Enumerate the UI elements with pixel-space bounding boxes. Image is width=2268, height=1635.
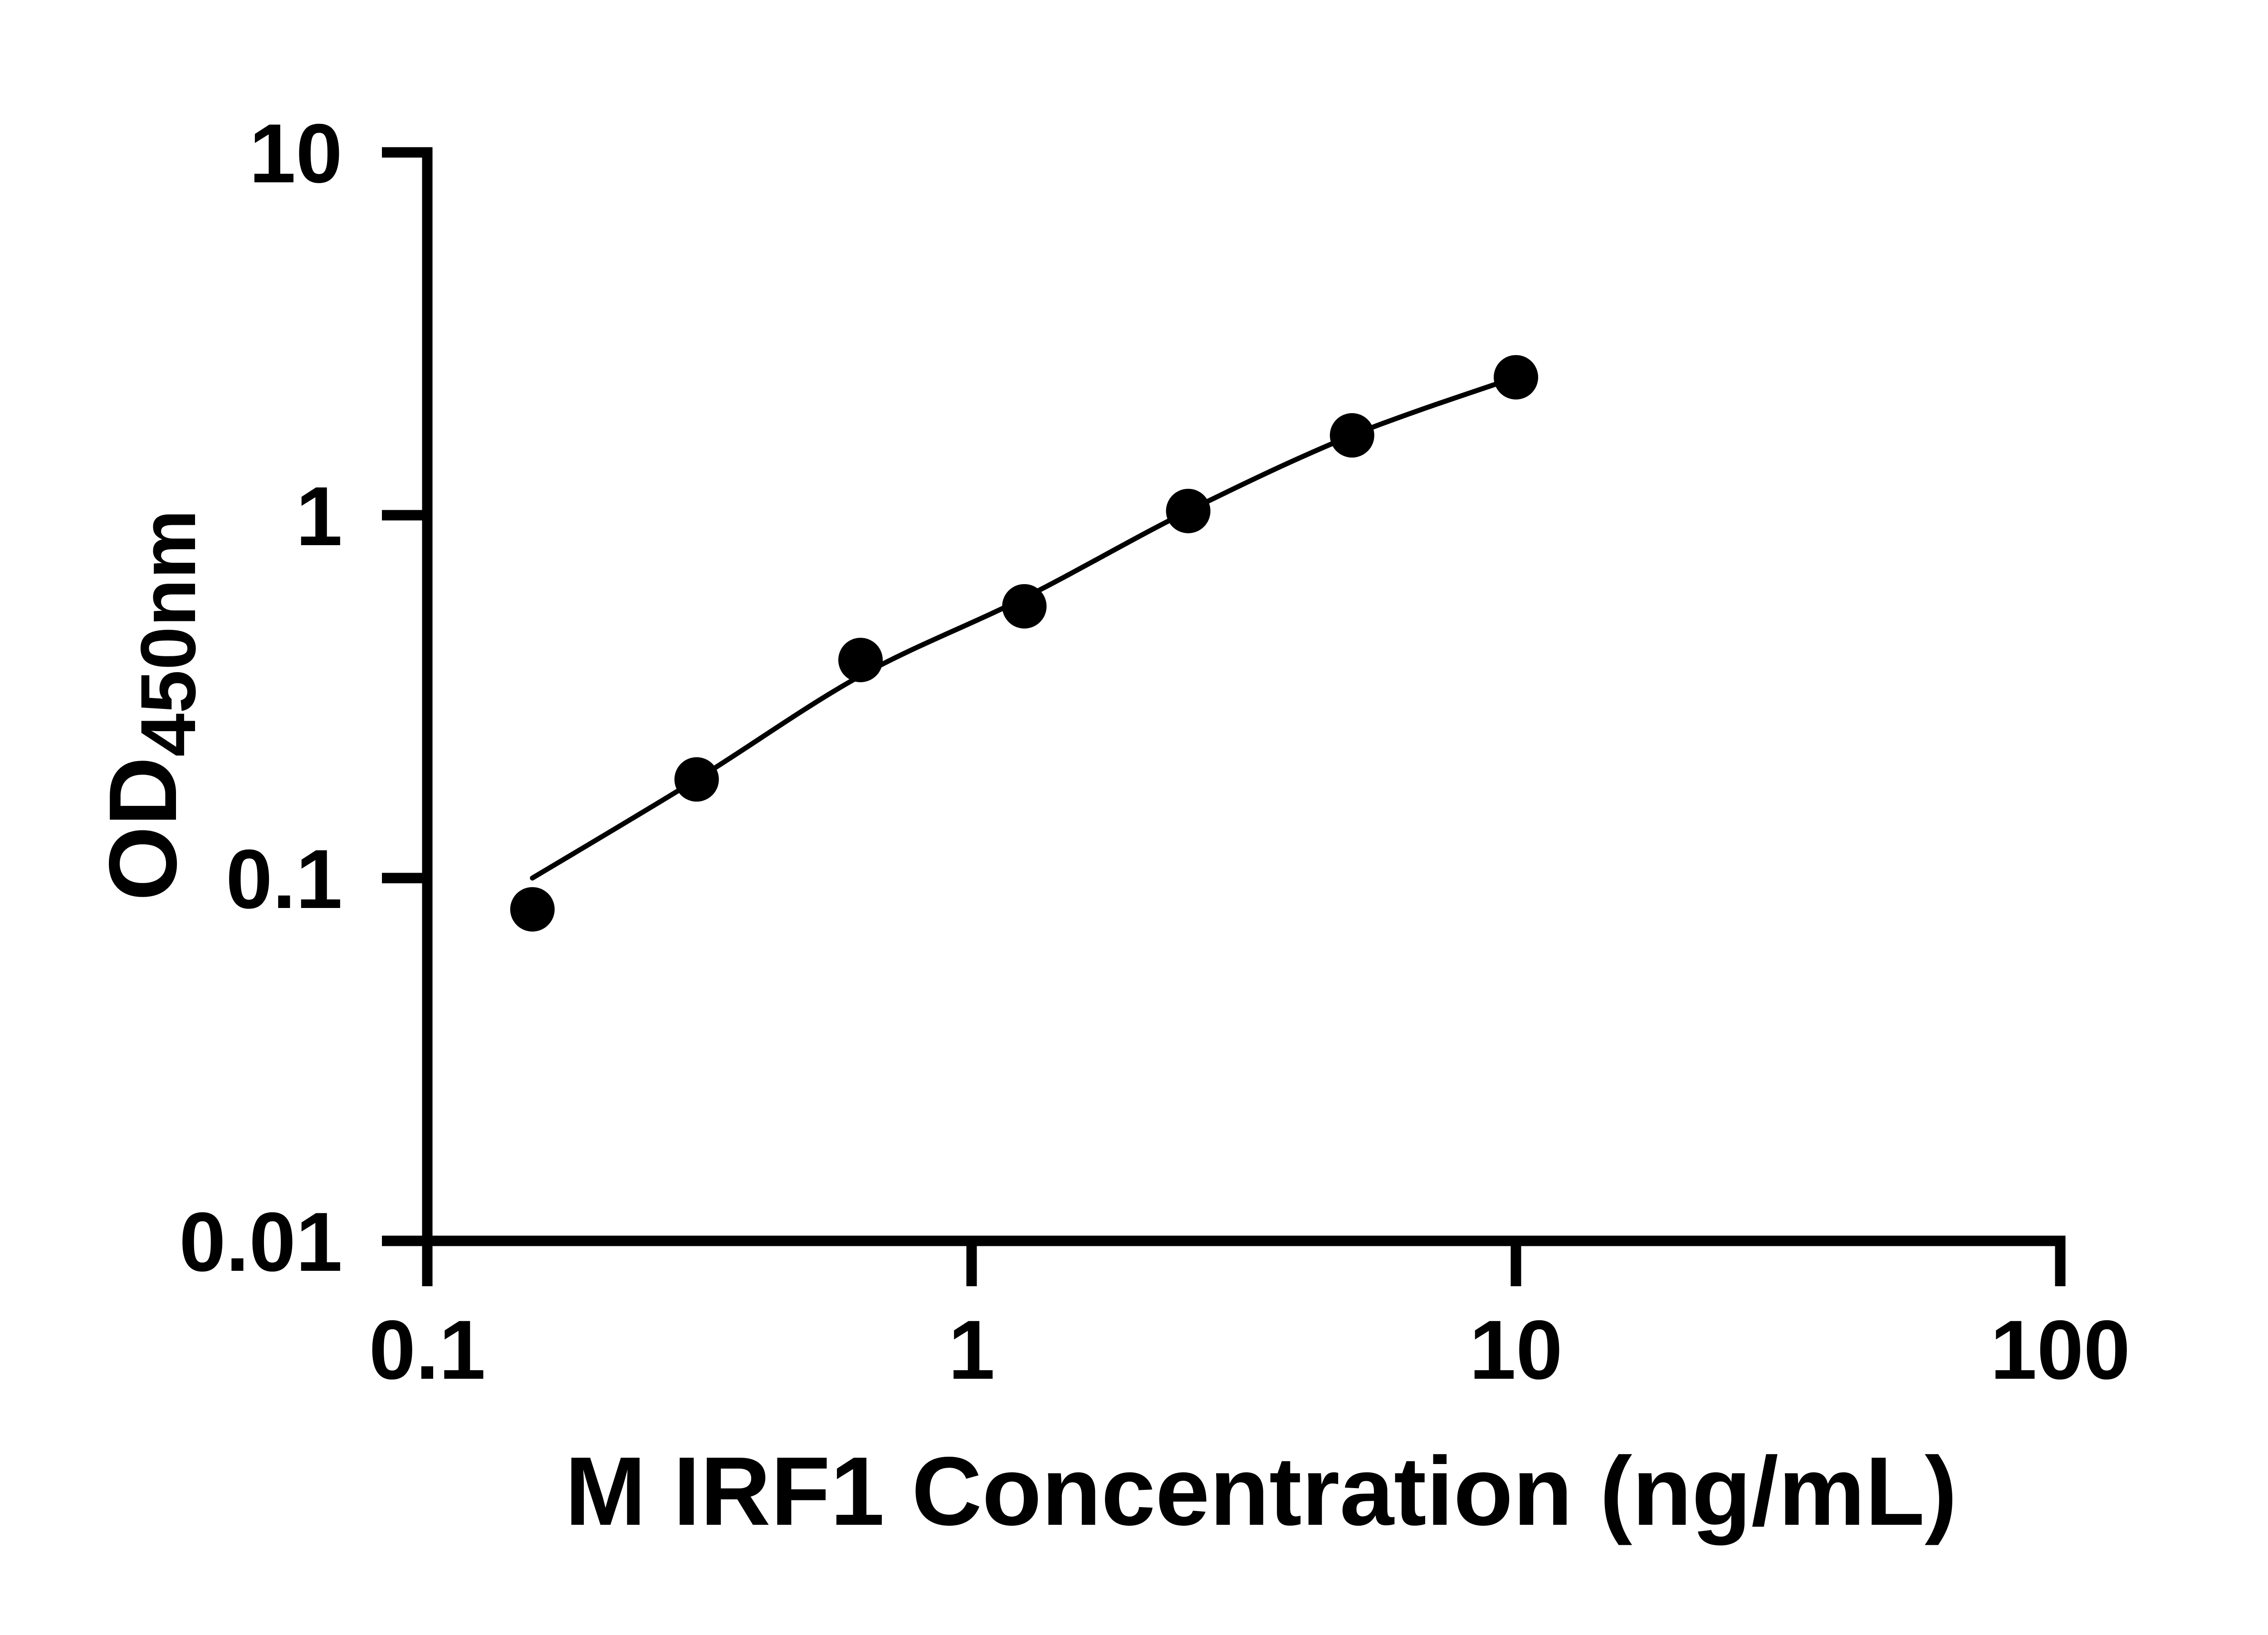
x-tick-labels: 0.1 1 10 100 [369,1303,2130,1397]
data-point [1002,584,1047,629]
y-axis-title: OD450nm [89,510,212,901]
x-tick-label: 100 [1990,1303,2131,1397]
data-point [1330,413,1374,458]
x-tick-label: 1 [948,1303,995,1397]
axes [422,147,2066,1246]
data-point [510,887,555,932]
data-points-group [510,355,1538,932]
y-axis-title-subscript: 450nm [125,510,212,757]
x-tick-label: 10 [1469,1303,1563,1397]
x-axis-title: M IRF1 Concentration (ng/mL) [565,1436,1957,1546]
y-tick-label: 0.01 [179,1196,342,1289]
y-axis-title-main: OD [89,756,196,901]
y-tick-label: 0.1 [226,833,342,926]
data-point [1166,488,1211,533]
axis-ticks [382,147,2066,1286]
y-tick-label: 1 [296,470,342,563]
data-point [1494,355,1538,400]
data-point [838,638,883,683]
x-tick-label: 0.1 [369,1303,485,1397]
y-tick-labels: 0.01 0.1 1 10 [179,107,342,1289]
y-tick-label: 10 [249,107,342,200]
data-point [674,757,719,802]
